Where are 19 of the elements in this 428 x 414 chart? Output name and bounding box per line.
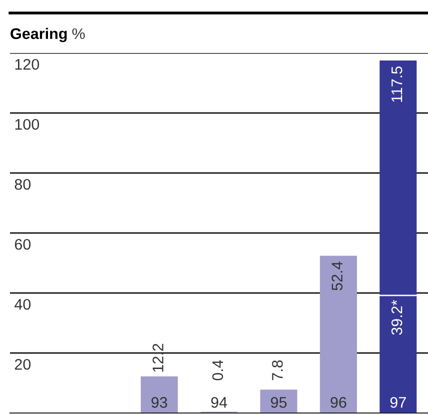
data-label: 7.8 [272, 360, 283, 380]
data-label: 12.2 [152, 344, 164, 372]
x-tick-label: 96 [330, 397, 346, 408]
data-label: 52.4 [332, 262, 343, 290]
x-tick-label: 93 [152, 397, 168, 408]
data-label: 0.4 [212, 360, 224, 380]
ref-line-label: 39.2* [391, 300, 402, 335]
data-label: 117.5 [392, 66, 402, 102]
y-tick-label: 80 [14, 178, 31, 190]
y-axis-title: % [72, 28, 85, 40]
y-tick-label: 20 [14, 358, 31, 370]
chart-title: Gearing [10, 28, 67, 42]
y-tick-label: 40 [14, 298, 31, 310]
x-tick-label: 97 [390, 397, 406, 408]
y-tick-label: 60 [14, 238, 31, 250]
y-tick-label: 100 [15, 118, 40, 130]
x-tick-label: 95 [270, 397, 287, 408]
x-tick-label: 94 [211, 397, 228, 408]
y-tick-label: 120 [15, 58, 40, 70]
